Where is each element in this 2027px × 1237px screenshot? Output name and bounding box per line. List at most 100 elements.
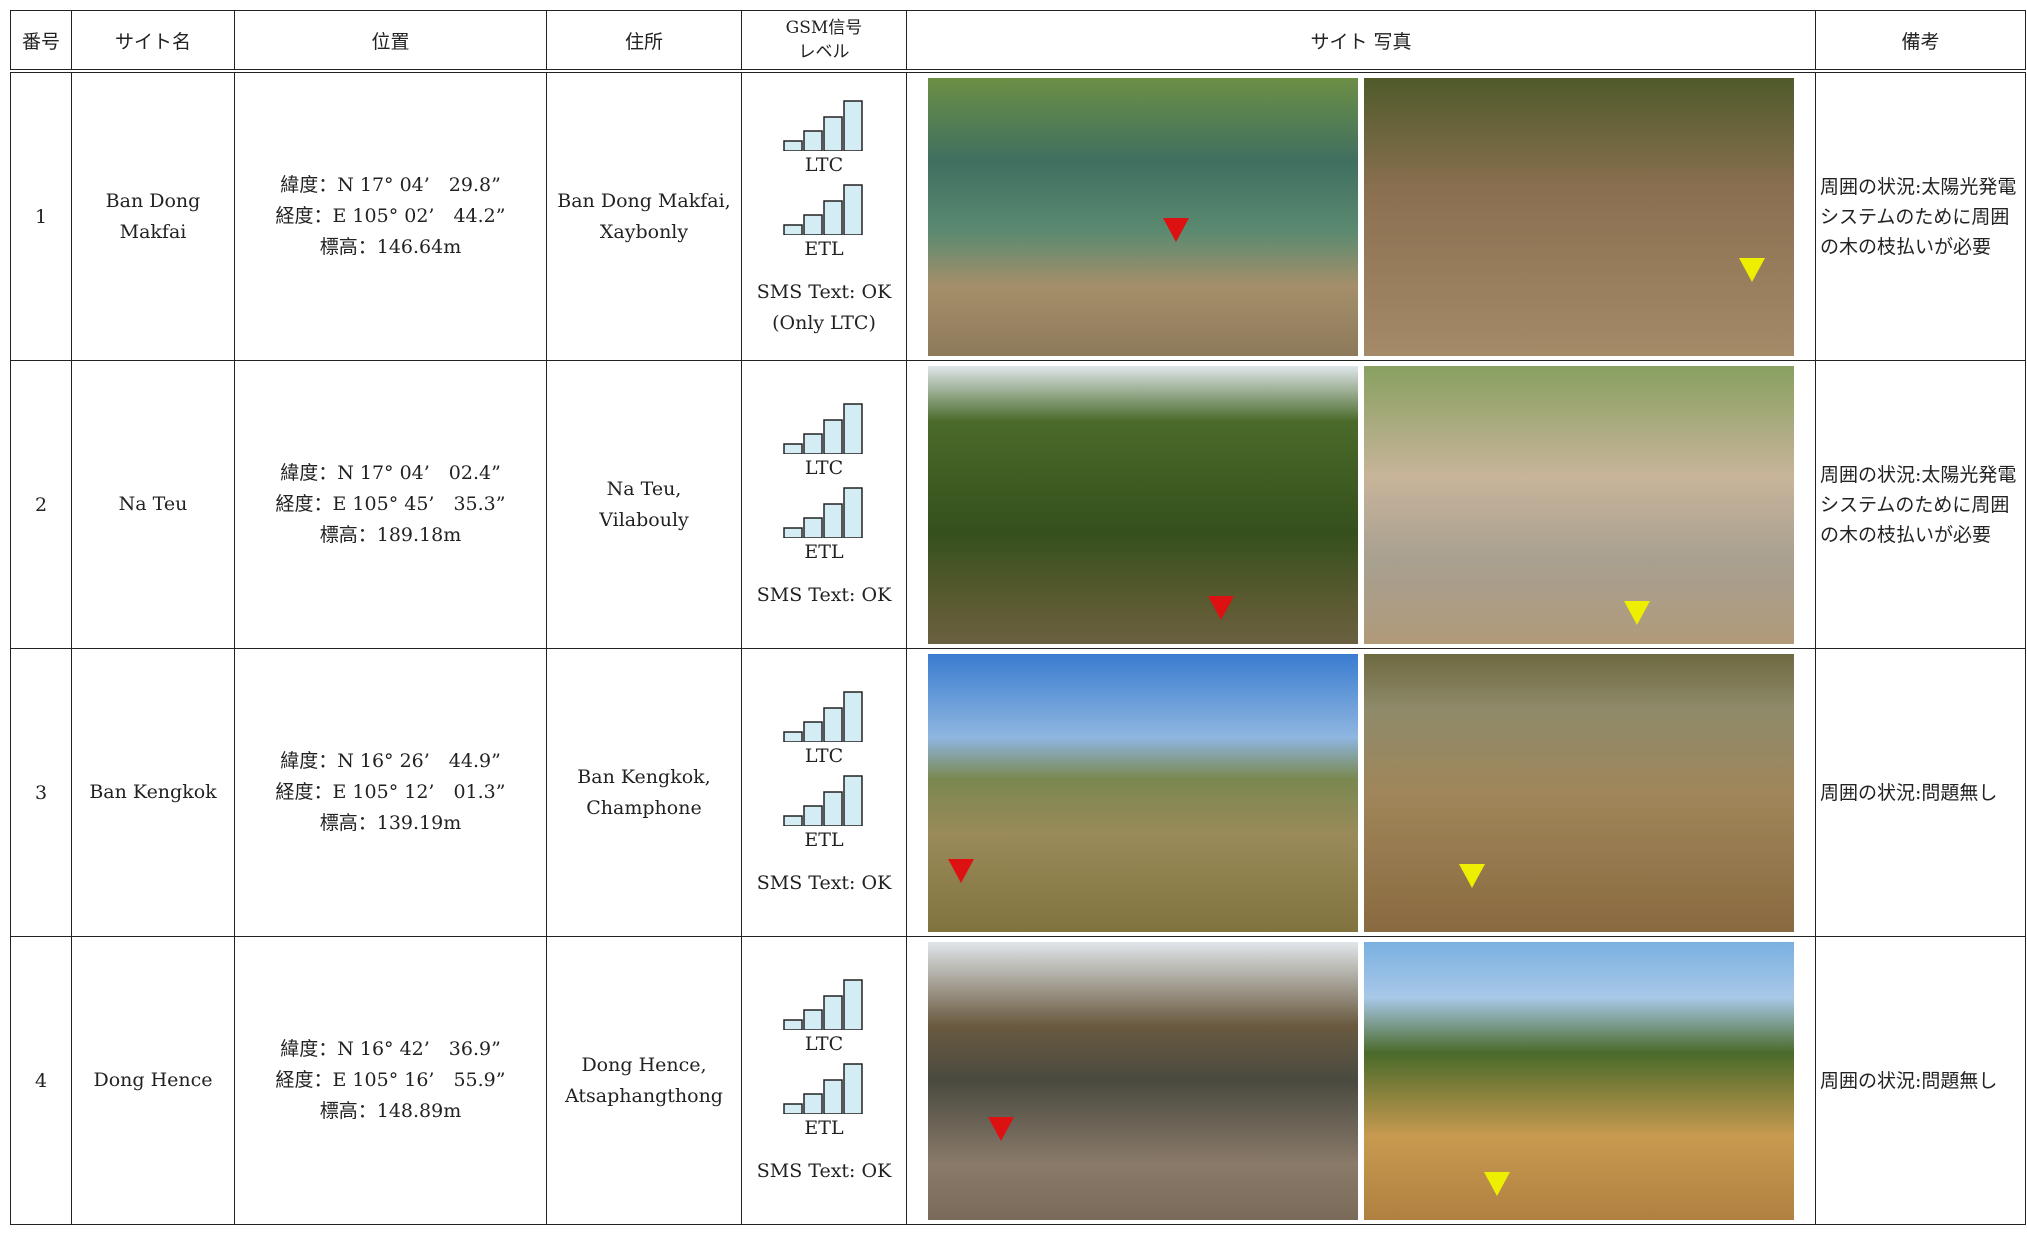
text-line: 標高：139.19m bbox=[319, 812, 462, 834]
cell-signal: LTC ETL SMS Text: OK bbox=[741, 936, 907, 1225]
cell-no: 1 bbox=[10, 70, 72, 361]
text-line: Vilabouly bbox=[599, 508, 689, 531]
header-cell: サイト名 bbox=[71, 10, 235, 73]
cell-address: Ban Dong Makfai, Xaybonly bbox=[546, 70, 742, 361]
cell-no: 4 bbox=[10, 936, 72, 1225]
header-text: レベル bbox=[798, 42, 850, 62]
cell-no: 2 bbox=[10, 360, 72, 649]
site-photo bbox=[1364, 365, 1794, 644]
text-line: Xaybonly bbox=[599, 220, 689, 243]
cell-photos bbox=[906, 70, 1816, 361]
signal-label: LTC bbox=[804, 1033, 844, 1055]
cell-location: 緯度：N 16° 26’ 44.9” 経度：E 105° 12’ 01.3” 標高：… bbox=[234, 648, 547, 937]
text-line: Na Teu bbox=[118, 493, 188, 515]
header-text: GSM信号 bbox=[785, 18, 863, 38]
header-cell: 番号 bbox=[10, 10, 72, 73]
header-row: 番号 サイト名 位置 住所 GSM信号 レベル サイト 写真 備考 bbox=[10, 10, 2026, 73]
table-row: 3 Ban Kengkok 緯度：N 16° 26’ 44.9” 経度：E 105° … bbox=[10, 648, 2026, 937]
header-cell: 備考 bbox=[1815, 10, 2026, 73]
text-line: 標高：189.18m bbox=[319, 524, 462, 546]
site-photo bbox=[928, 941, 1358, 1220]
table-body: 1 Ban Dong Makfai 緯度：N 17° 04’ 29.8” 経度：E 10… bbox=[10, 70, 2026, 1225]
signal-icon bbox=[783, 99, 863, 151]
signal-label: ETL bbox=[804, 829, 844, 851]
header-cell: サイト 写真 bbox=[906, 10, 1816, 73]
site-photo bbox=[928, 653, 1358, 932]
cell-address: Dong Hence, Atsaphangthong bbox=[546, 936, 742, 1225]
text-line: Ban Kengkok, bbox=[577, 765, 711, 788]
site-photo bbox=[928, 365, 1358, 644]
cell-photos bbox=[906, 360, 1816, 649]
spacer bbox=[743, 263, 906, 277]
text-line: 緯度：N 17° 04’ 02.4” bbox=[280, 462, 501, 484]
cell-remarks: 周囲の状況:問題無し bbox=[1815, 648, 2026, 937]
site-photo bbox=[1364, 77, 1794, 356]
text-line: 標高：146.64m bbox=[319, 236, 462, 258]
text-line: SMS Text: OK bbox=[756, 1160, 892, 1182]
header-cell: GSM信号レベル bbox=[741, 10, 907, 73]
site-photo bbox=[1364, 653, 1794, 932]
cell-site-name: Ban Kengkok bbox=[71, 648, 235, 937]
signal-icon bbox=[783, 183, 863, 235]
cell-photos bbox=[906, 648, 1816, 937]
text-line: Ban Dong Makfai, bbox=[557, 189, 731, 212]
spacer bbox=[743, 566, 906, 580]
cell-address: Ban Kengkok, Champhone bbox=[546, 648, 742, 937]
text-line: (Only LTC) bbox=[772, 311, 876, 334]
marker bbox=[1624, 600, 1650, 625]
cell-site-name: Dong Hence bbox=[71, 936, 235, 1225]
cell-signal: LTC ETL SMS Text: OK bbox=[741, 360, 907, 649]
spacer bbox=[743, 1142, 906, 1156]
cell-address: Na Teu, Vilabouly bbox=[546, 360, 742, 649]
spacer bbox=[743, 854, 906, 868]
text-line: Atsaphangthong bbox=[565, 1084, 723, 1107]
signal-icon bbox=[783, 487, 863, 538]
signal-icon bbox=[783, 1063, 863, 1114]
cell-location: 緯度：N 17° 04’ 02.4” 経度：E 105° 45’ 35.3” 標高：… bbox=[234, 360, 547, 649]
text-line: Na Teu, bbox=[606, 477, 682, 500]
cell-location: 緯度：N 16° 42’ 36.9” 経度：E 105° 16’ 55.9” 標高：… bbox=[234, 936, 547, 1225]
marker bbox=[1208, 595, 1234, 620]
cell-location: 緯度：N 17° 04’ 29.8” 経度：E 105° 02’ 44.2” 標高：… bbox=[234, 70, 547, 361]
text-line: Ban Dong bbox=[105, 189, 201, 212]
text-line: SMS Text: OK bbox=[756, 280, 892, 303]
text-line: Ban Kengkok bbox=[89, 781, 217, 803]
marker bbox=[1163, 217, 1189, 242]
site-photo bbox=[928, 77, 1358, 356]
text-line: 緯度：N 16° 42’ 36.9” bbox=[280, 1038, 501, 1060]
cell-site-name: Na Teu bbox=[71, 360, 235, 649]
table-row: 4 Dong Hence 緯度：N 16° 42’ 36.9” 経度：E 105° 1… bbox=[10, 936, 2026, 1225]
text-line: 経度：E 105° 16’ 55.9” bbox=[275, 1069, 506, 1091]
cell-remarks: 周囲の状況:問題無し bbox=[1815, 936, 2026, 1225]
cell-remarks: 周囲の状況:太陽光発電システムのために周囲の木の枝払いが必要 bbox=[1815, 360, 2026, 649]
text-line: SMS Text: OK bbox=[756, 584, 892, 606]
site-table: 番号 サイト名 位置 住所 GSM信号 レベル サイト 写真 備考 1 Ban Do… bbox=[10, 10, 2026, 1225]
text-line: 緯度：N 16° 26’ 44.9” bbox=[280, 750, 501, 772]
cell-site-name: Ban Dong Makfai bbox=[71, 70, 235, 361]
signal-label: ETL bbox=[804, 1117, 844, 1139]
signal-label: LTC bbox=[804, 745, 844, 767]
cell-signal: LTC ETL SMS Text: OK (Only LTC) bbox=[741, 70, 907, 361]
header-cell: 住所 bbox=[546, 10, 742, 73]
site-photo bbox=[1364, 941, 1794, 1220]
marker bbox=[1739, 257, 1765, 282]
text-line: Dong Hence, bbox=[581, 1053, 707, 1076]
cell-remarks: 周囲の状況:太陽光発電システムのために周囲の木の枝払いが必要 bbox=[1815, 70, 2026, 361]
signal-icon bbox=[783, 403, 863, 454]
signal-label: LTC bbox=[804, 153, 844, 176]
cell-no: 3 bbox=[10, 648, 72, 937]
signal-icon bbox=[783, 775, 863, 826]
text-line: SMS Text: OK bbox=[756, 872, 892, 894]
signal-icon bbox=[783, 979, 863, 1030]
signal-label: LTC bbox=[804, 457, 844, 479]
text-line: Makfai bbox=[119, 220, 187, 243]
marker bbox=[948, 858, 974, 883]
table-row: 2 Na Teu 緯度：N 17° 04’ 02.4” 経度：E 105° 45’ 3… bbox=[10, 360, 2026, 649]
text-line: 経度：E 105° 45’ 35.3” bbox=[275, 493, 506, 515]
cell-photos bbox=[906, 936, 1816, 1225]
table-row: 1 Ban Dong Makfai 緯度：N 17° 04’ 29.8” 経度：E 10… bbox=[10, 70, 2026, 361]
signal-icon bbox=[783, 691, 863, 742]
text-line: 経度：E 105° 02’ 44.2” bbox=[275, 205, 506, 227]
text-line: Dong Hence bbox=[93, 1069, 213, 1091]
